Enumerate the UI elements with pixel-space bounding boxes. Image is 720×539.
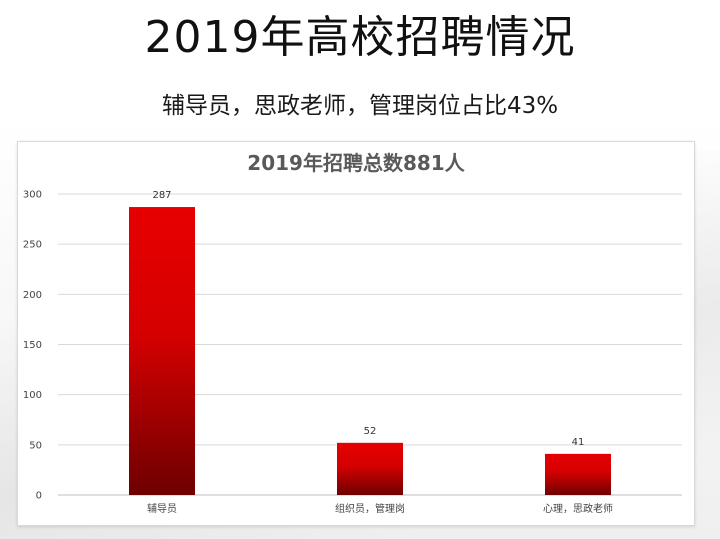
bar-1 (129, 207, 195, 495)
bar-chart: 0 50 100 150 200 250 300 287 52 41 辅导员 组织员，管理岗 心理，… (23, 190, 682, 515)
slide-title: 2019年高校招聘情况 (144, 12, 576, 63)
chart-card: 2019年招聘总数881人 0 50 100 150 200 250 300 287 52 41… (17, 141, 695, 526)
bar-3 (545, 453, 611, 495)
y-axis-ticks: 0 50 100 150 200 250 300 (23, 190, 42, 502)
x-axis-categories: 辅导员 组织员，管理岗 心理，思政老师 (147, 502, 613, 515)
category-label: 组织员，管理岗 (335, 502, 405, 515)
y-tick-label: 300 (23, 190, 42, 201)
category-label: 心理，思政老师 (543, 502, 613, 515)
data-label: 41 (572, 437, 585, 448)
chart-title: 2019年招聘总数881人 (247, 151, 465, 175)
y-tick-label: 250 (23, 240, 42, 251)
bar-2 (337, 442, 403, 495)
y-tick-label: 0 (36, 491, 42, 502)
data-label: 52 (364, 426, 377, 437)
bars (129, 207, 611, 495)
category-label: 辅导员 (147, 502, 177, 515)
slide-subtitle: 辅导员，思政老师，管理岗位占比43% (161, 93, 559, 119)
y-tick-label: 150 (23, 340, 42, 351)
y-tick-label: 200 (23, 290, 42, 301)
data-label: 287 (152, 190, 171, 201)
y-tick-label: 100 (23, 390, 42, 401)
y-tick-label: 50 (29, 440, 42, 451)
data-labels: 287 52 41 (152, 190, 584, 448)
